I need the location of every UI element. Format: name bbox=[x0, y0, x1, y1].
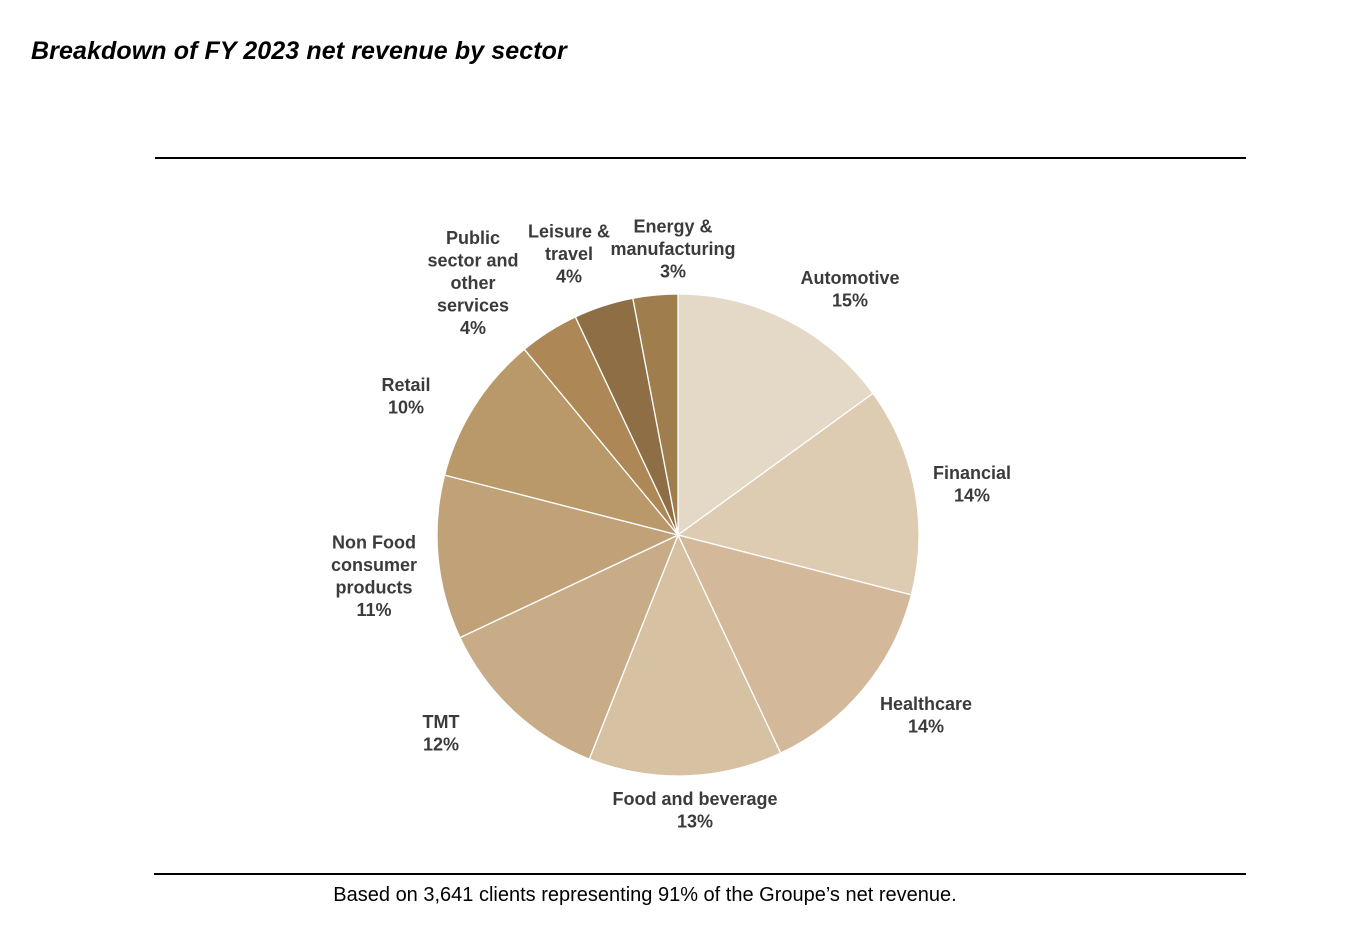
pie-slice-financial bbox=[677, 392, 920, 596]
slice-category-label: Food and beverage bbox=[612, 789, 777, 809]
bottom-divider bbox=[154, 873, 1246, 875]
pie-label-energy-manufacturing: Energy & manufacturing 3% bbox=[610, 217, 735, 282]
slice-category-label: Leisure & bbox=[528, 222, 610, 242]
pie-label-financial: Financial 14% bbox=[933, 463, 1011, 506]
chart-footnote: Based on 3,641 clients representing 91% … bbox=[333, 884, 957, 906]
pie-labels: Automotive 15%Financial 14%Healthcare 14%Fo… bbox=[331, 217, 1011, 832]
slice-category-label: Energy & bbox=[633, 217, 712, 237]
pie-slice-non-food-consumer-products bbox=[436, 474, 679, 639]
slice-category-label: manufacturing bbox=[610, 239, 735, 259]
pie-slice-automotive bbox=[677, 293, 874, 536]
slice-value-label: 14% bbox=[954, 485, 990, 505]
pie-label-public-sector-and-other-services: Public sector and other services 4% bbox=[427, 228, 518, 338]
pie-label-leisure-travel: Leisure & travel 4% bbox=[528, 222, 610, 287]
slice-value-label: 3% bbox=[660, 262, 686, 282]
pie-slice-energy-manufacturing bbox=[632, 293, 679, 536]
slice-category-label: Automotive bbox=[801, 268, 900, 288]
slice-category-label: travel bbox=[545, 244, 593, 264]
slice-value-label: 4% bbox=[556, 267, 582, 287]
top-divider bbox=[155, 157, 1246, 159]
slice-category-label: other bbox=[451, 273, 496, 293]
slice-value-label: 10% bbox=[388, 397, 424, 417]
slice-category-label: consumer bbox=[331, 555, 417, 575]
pie-label-food-and-beverage: Food and beverage 13% bbox=[612, 789, 777, 832]
slice-category-label: Retail bbox=[381, 375, 430, 395]
pie-label-automotive: Automotive 15% bbox=[801, 268, 900, 311]
slice-value-label: 4% bbox=[460, 318, 486, 338]
pie-slice-retail bbox=[443, 348, 679, 536]
slice-category-label: Non Food bbox=[332, 532, 416, 552]
chart-title: Breakdown of FY 2023 net revenue by sect… bbox=[31, 37, 567, 65]
pie-slice-healthcare bbox=[677, 534, 913, 754]
slice-value-label: 15% bbox=[832, 290, 868, 310]
slice-category-label: services bbox=[437, 296, 509, 316]
slice-value-label: 13% bbox=[677, 811, 713, 831]
slice-value-label: 11% bbox=[356, 600, 391, 620]
pie-slices bbox=[436, 293, 920, 777]
slice-category-label: Healthcare bbox=[880, 694, 972, 714]
slice-category-label: products bbox=[335, 577, 412, 597]
pie-label-healthcare: Healthcare 14% bbox=[880, 694, 972, 737]
slice-value-label: 12% bbox=[423, 734, 459, 754]
pie-label-retail: Retail 10% bbox=[381, 375, 430, 418]
pie-slice-food-and-beverage bbox=[588, 534, 782, 777]
pie-label-tmt: TMT 12% bbox=[423, 712, 460, 755]
slice-category-label: sector and bbox=[427, 251, 518, 271]
slice-category-label: Public bbox=[446, 228, 500, 248]
slice-category-label: TMT bbox=[423, 712, 460, 732]
pie-label-non-food-consumer-products: Non Food consumer products 11% bbox=[331, 532, 417, 620]
slice-category-label: Financial bbox=[933, 463, 1011, 483]
pie-slice-tmt bbox=[459, 534, 679, 760]
slice-value-label: 14% bbox=[908, 716, 944, 736]
